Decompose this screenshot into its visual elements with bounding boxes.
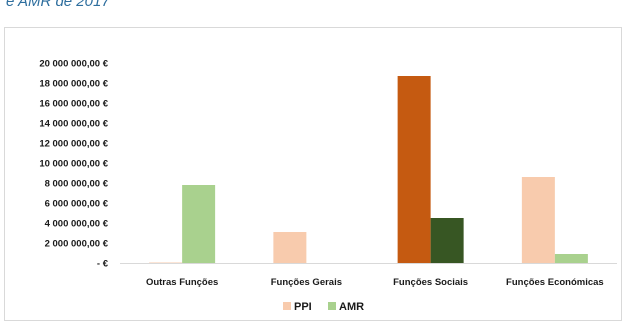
x-axis: Outras Funções Funções Gerais Funções Soci… bbox=[120, 263, 617, 288]
bar-amr-2 bbox=[430, 218, 464, 263]
y-axis: - € 2 000 000,00 € 4 000 000,00 € 6 000 000… bbox=[39, 59, 108, 270]
y-tick-label: 4 000 000,00 € bbox=[45, 219, 109, 230]
chart-frame bbox=[4, 27, 622, 321]
y-tick-label: 18 000 000,00 € bbox=[39, 79, 108, 90]
y-tick-label: - € bbox=[97, 259, 109, 270]
bar-ppi-0 bbox=[149, 262, 183, 263]
legend-swatch-amr bbox=[328, 302, 336, 310]
y-tick-label: 12 000 000,00 € bbox=[39, 139, 108, 150]
y-tick-label: 20 000 000,00 € bbox=[39, 59, 108, 70]
y-tick-label: 16 000 000,00 € bbox=[39, 99, 108, 110]
category-label: Funções Sociais bbox=[393, 277, 468, 288]
y-tick-label: 2 000 000,00 € bbox=[45, 239, 109, 250]
category-label: Funções Gerais bbox=[271, 277, 342, 288]
legend-swatch-ppi bbox=[283, 302, 291, 310]
category-label: Funções Económicas bbox=[506, 277, 604, 288]
chart-caption: e AMR de 2017 bbox=[6, 0, 110, 10]
bar-ppi-1 bbox=[273, 232, 307, 263]
bar-ppi-2 bbox=[397, 76, 431, 263]
y-tick-label: 14 000 000,00 € bbox=[39, 119, 108, 130]
y-tick-label: 6 000 000,00 € bbox=[45, 199, 109, 210]
bar-amr-3 bbox=[554, 254, 588, 263]
y-tick-label: 8 000 000,00 € bbox=[45, 179, 109, 190]
y-tick-label: 10 000 000,00 € bbox=[39, 159, 108, 170]
bar-amr-0 bbox=[182, 185, 216, 263]
legend-label-ppi: PPI bbox=[294, 301, 312, 313]
category-label: Outras Funções bbox=[146, 277, 218, 288]
legend-label-amr: AMR bbox=[339, 301, 364, 313]
bar-ppi-3 bbox=[521, 177, 555, 263]
legend: PPI AMR bbox=[283, 301, 364, 313]
bars bbox=[149, 76, 588, 263]
